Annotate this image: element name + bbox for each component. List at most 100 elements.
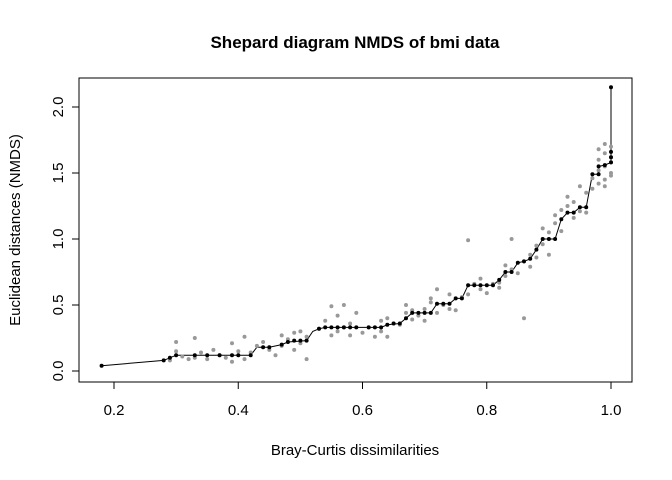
fitted-point — [553, 237, 558, 241]
observed-point — [174, 349, 179, 354]
fitted-point — [577, 205, 582, 210]
observed-points — [167, 142, 613, 364]
observed-point — [466, 292, 471, 297]
fitted-point — [323, 325, 328, 330]
fitted-point — [410, 310, 415, 315]
observed-point — [379, 318, 384, 323]
observed-point — [223, 355, 228, 360]
fitted-point — [99, 363, 104, 368]
fitted-point — [596, 164, 601, 169]
observed-point — [254, 343, 259, 348]
fitted-point — [441, 301, 446, 306]
observed-point — [385, 316, 390, 321]
fitted-point — [236, 353, 241, 358]
observed-point — [466, 238, 471, 243]
observed-point — [404, 310, 408, 315]
fitted-point — [453, 296, 458, 301]
fitted-point — [491, 283, 495, 288]
observed-point — [341, 303, 346, 307]
y-axis-label: Euclidean distances (NMDS) — [7, 134, 24, 326]
observed-point — [609, 144, 613, 149]
fitted-point — [329, 325, 334, 330]
fitted-point — [515, 260, 520, 265]
observed-point — [435, 310, 439, 315]
observed-point — [304, 357, 309, 362]
fitted-point — [584, 205, 589, 210]
fitted-point — [267, 345, 272, 350]
y-tick-label: 0.0 — [50, 361, 67, 382]
fitted-point — [571, 210, 576, 215]
y-tick-label: 1.5 — [50, 163, 67, 184]
observed-point — [205, 357, 210, 362]
x-axis: 0.2 0.4 0.6 0.8 1.0 — [104, 381, 621, 419]
y-tick-label: 0.5 — [50, 295, 67, 316]
fitted-point — [428, 310, 433, 315]
observed-point — [509, 237, 514, 241]
fitted-point — [609, 149, 613, 154]
observed-point — [584, 210, 589, 215]
observed-point — [422, 307, 427, 311]
observed-point — [590, 176, 595, 181]
observed-point — [577, 184, 582, 189]
fitted-point — [217, 353, 222, 358]
x-tick-label: 0.2 — [104, 402, 125, 419]
observed-point — [292, 330, 297, 335]
observed-point — [329, 304, 334, 309]
fitted-point — [509, 270, 514, 274]
observed-point — [565, 204, 570, 208]
observed-point — [584, 190, 589, 195]
fitted-point — [447, 301, 452, 306]
fitted-point — [528, 256, 533, 261]
x-tick-label: 0.4 — [228, 402, 249, 419]
fitted-point — [261, 345, 266, 350]
observed-point — [428, 300, 433, 305]
observed-point — [447, 292, 452, 297]
observed-point — [292, 347, 297, 352]
fitted-point — [596, 172, 601, 177]
observed-point — [546, 230, 551, 235]
chart-title: Shepard diagram NMDS of bmi data — [210, 33, 500, 52]
observed-point — [242, 357, 247, 362]
observed-point — [335, 329, 340, 334]
observed-point — [602, 184, 607, 189]
fitted-point — [540, 237, 545, 241]
observed-point — [435, 287, 439, 292]
fitted-point — [341, 325, 346, 330]
observed-point — [553, 213, 558, 218]
observed-point — [602, 177, 607, 182]
observed-point — [596, 181, 601, 186]
observed-point — [261, 340, 266, 344]
fitted-point — [546, 237, 551, 241]
fitted-point — [497, 277, 502, 282]
fitted-point — [609, 155, 613, 160]
fitted-point — [478, 283, 483, 288]
observed-point — [385, 334, 390, 339]
observed-point — [478, 276, 483, 281]
observed-point — [559, 229, 564, 234]
observed-point — [298, 329, 303, 334]
observed-point — [522, 316, 526, 321]
fitted-point — [472, 283, 477, 288]
fitted-point — [285, 340, 290, 344]
fitted-point — [167, 355, 172, 360]
observed-point — [565, 194, 570, 199]
fitted-point — [174, 353, 179, 358]
fitted-point — [385, 322, 390, 327]
fitted-point — [609, 85, 613, 90]
plot-frame — [78, 77, 633, 383]
fitted-point — [590, 172, 595, 177]
observed-point — [453, 308, 458, 313]
observed-point — [211, 347, 216, 352]
observed-point — [180, 354, 185, 359]
observed-point — [242, 334, 247, 339]
observed-point — [410, 317, 415, 322]
fitted-point — [292, 338, 297, 343]
observed-point — [379, 329, 384, 334]
fitted-point — [484, 283, 489, 288]
observed-point — [534, 243, 539, 248]
observed-point — [540, 226, 545, 231]
observed-point — [422, 318, 427, 323]
fitted-point — [372, 325, 377, 330]
observed-point — [230, 341, 234, 346]
